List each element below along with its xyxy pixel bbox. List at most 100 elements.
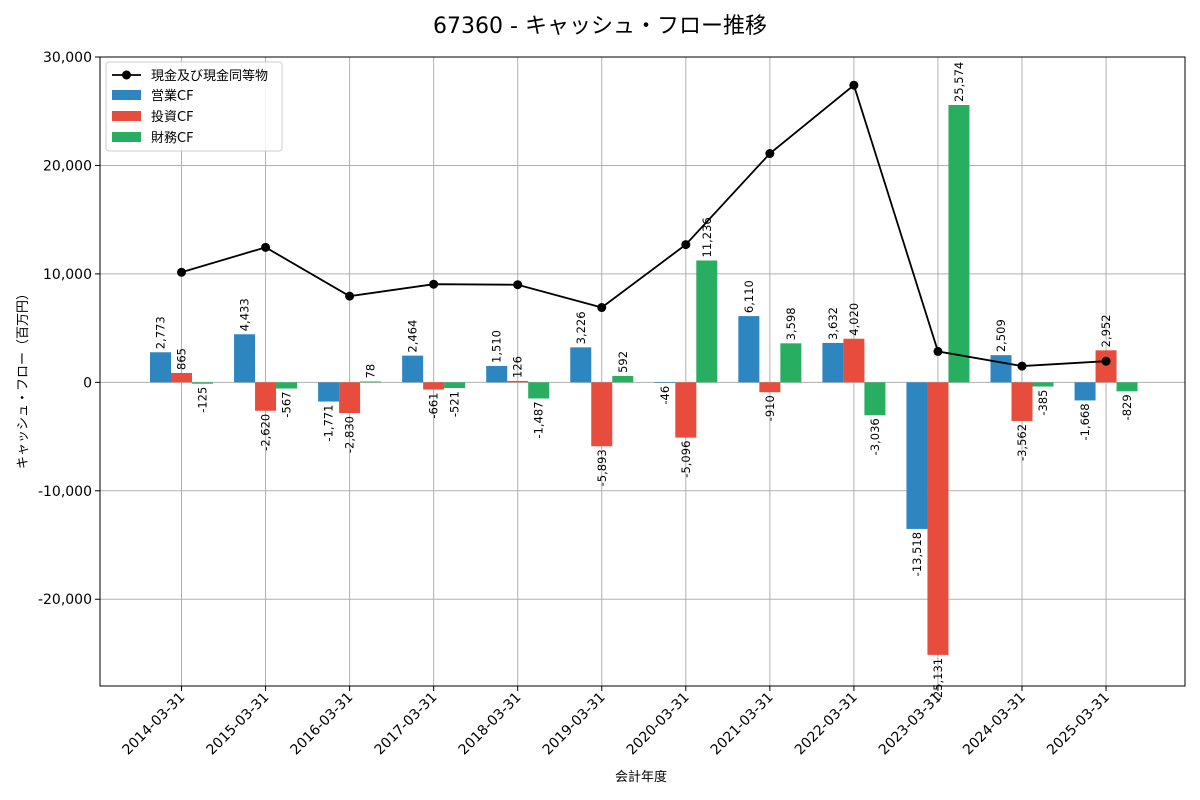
bar-2-7 <box>780 343 802 383</box>
bar-1-5 <box>591 382 613 447</box>
bar-0-9 <box>906 382 928 529</box>
bar-value-label: 4,433 <box>238 298 252 331</box>
bar-0-2 <box>318 382 340 402</box>
x-tick-label: 2017-03-31 <box>372 690 441 759</box>
y-tick-label: 20,000 <box>43 158 92 174</box>
line-layer <box>177 80 1111 371</box>
bar-value-label: -567 <box>280 391 294 417</box>
bar-0-7 <box>738 316 760 383</box>
bar-value-label: 592 <box>616 351 630 373</box>
bar-value-label: -385 <box>1036 390 1050 416</box>
x-tick-label: 2021-03-31 <box>708 690 777 759</box>
bar-1-2 <box>339 382 361 414</box>
legend-label-cash: 現金及び現金同等物 <box>151 68 268 84</box>
bar-value-label: 4,020 <box>847 303 861 336</box>
bar-0-6 <box>654 382 676 383</box>
bar-value-label: -46 <box>658 386 672 405</box>
bar-2-6 <box>696 260 718 383</box>
bar-1-7 <box>759 382 781 393</box>
bar-value-label: 3,598 <box>784 307 798 340</box>
cash-point <box>933 346 943 356</box>
bar-0-1 <box>234 334 256 383</box>
bar-value-label: 2,952 <box>1099 314 1113 347</box>
bar-1-3 <box>423 382 445 390</box>
bar-2-4 <box>528 382 550 399</box>
cash-point <box>345 291 355 301</box>
bar-2-9 <box>948 104 970 383</box>
x-tick-label: 2023-03-31 <box>876 690 945 759</box>
x-tick-label: 2015-03-31 <box>204 690 273 759</box>
bar-value-label: -1,668 <box>1078 403 1092 440</box>
bar-value-label: 126 <box>511 356 525 378</box>
bar-1-11 <box>1095 350 1117 383</box>
legend-label-financing: 財務CF <box>151 131 194 146</box>
bar-2-8 <box>864 382 886 416</box>
chart-title: 67360 - キャッシュ・フロー推移 <box>433 14 767 39</box>
bar-value-label: -829 <box>1120 394 1134 420</box>
legend-box <box>105 61 283 152</box>
cash-point <box>849 80 859 90</box>
bar-value-label: 865 <box>175 348 189 370</box>
bar-1-4 <box>507 380 529 383</box>
bar-1-10 <box>1011 382 1033 421</box>
x-tick-label: 2025-03-31 <box>1044 690 1113 759</box>
bar-value-label: -521 <box>448 391 462 417</box>
bar-value-label: 11,236 <box>700 217 714 257</box>
bar-value-label: 2,773 <box>154 316 168 349</box>
bar-0-3 <box>402 355 424 383</box>
bar-value-label: 6,110 <box>742 280 756 313</box>
cash-point <box>429 279 439 289</box>
bar-1-8 <box>843 338 865 383</box>
bar-1-0 <box>171 372 192 383</box>
bar-1-6 <box>675 382 697 438</box>
y-tick-label: 30,000 <box>43 50 92 66</box>
cash-point <box>597 303 607 313</box>
bar-value-label: -125 <box>196 387 210 413</box>
label-layer: 2,773 4,433 -1,771 2,464 1,510 3,226 -46 6,110 3… <box>154 62 1135 703</box>
cash-point <box>177 267 186 277</box>
bar-0-8 <box>822 342 844 383</box>
bar-value-label: -5,893 <box>595 449 609 486</box>
bar-2-11 <box>1116 382 1138 392</box>
bar-2-5 <box>612 375 634 383</box>
y-axis-label: キャッシュ・フロー（百万円） <box>16 287 31 469</box>
cash-point <box>765 149 775 159</box>
bar-value-label: 3,226 <box>574 311 588 344</box>
cash-point <box>1017 361 1027 371</box>
cash-point <box>681 240 691 250</box>
x-tick-label: 2019-03-31 <box>540 690 609 759</box>
bar-value-label: 25,574 <box>952 62 966 102</box>
x-axis-label: 会計年度 <box>615 769 667 785</box>
bar-2-3 <box>444 382 466 388</box>
bar-value-label: -2,830 <box>343 416 357 453</box>
bar-value-label: -1,487 <box>532 401 546 438</box>
legend-swatch-operating <box>112 90 141 100</box>
bar-1-1 <box>255 382 277 411</box>
bar-2-10 <box>1032 382 1054 387</box>
x-tick-label: 2016-03-31 <box>288 690 357 759</box>
bar-1-9 <box>927 382 949 655</box>
bar-value-label: 2,509 <box>994 319 1008 352</box>
legend-swatch-financing <box>112 132 141 142</box>
bar-value-label: 2,464 <box>406 320 420 353</box>
x-tick-label: 2018-03-31 <box>456 690 525 759</box>
cash-line <box>181 83 1107 367</box>
bar-0-0 <box>150 352 171 383</box>
legend-label-investing: 投資CF <box>151 109 194 125</box>
cash-point <box>1101 356 1111 366</box>
bar-value-label: -3,562 <box>1015 424 1029 461</box>
bar-value-label: 3,632 <box>826 307 840 340</box>
x-tick-label: 2014-03-31 <box>119 690 188 759</box>
bar-2-0 <box>192 382 213 384</box>
legend: 現金及び現金同等物 営業CF 投資CF 財務CF <box>105 61 283 152</box>
bar-layer <box>150 104 1138 655</box>
bar-value-label: 78 <box>364 364 378 379</box>
y-tick-label: -20,000 <box>38 592 92 608</box>
bar-value-label: -25,131 <box>931 658 945 702</box>
bar-0-11 <box>1074 382 1096 401</box>
x-tick-label: 2020-03-31 <box>624 690 693 759</box>
bar-value-label: -3,036 <box>868 418 882 455</box>
bar-0-10 <box>990 355 1012 383</box>
bar-value-label: -5,096 <box>679 441 693 478</box>
